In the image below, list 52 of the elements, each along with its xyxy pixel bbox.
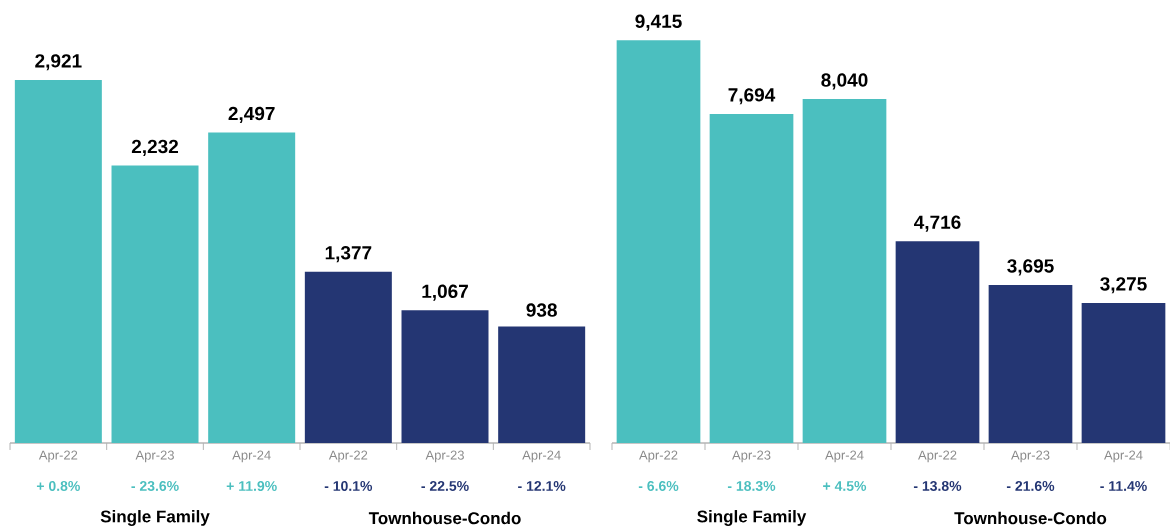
text: + 11.9%: [226, 481, 277, 491]
data-label: 3,275: [1100, 277, 1147, 294]
text: + 0.8%: [36, 481, 80, 491]
data-label: 7,694: [728, 88, 776, 105]
bar: [1081, 302, 1166, 443]
data-label: 3,695: [1007, 259, 1054, 276]
x-tick-label: Apr-23: [1011, 450, 1050, 463]
text: - 21.6%: [1006, 481, 1055, 491]
data-label: 2,232: [131, 139, 179, 156]
text: Single Family: [697, 510, 807, 526]
text: - 22.5%: [421, 481, 469, 491]
bar: [304, 271, 392, 443]
x-tick-label: Apr-23: [135, 450, 174, 463]
bar: [895, 241, 980, 443]
data-label: 4,716: [914, 215, 961, 232]
x-tick-label: Apr-23: [425, 450, 464, 463]
x-tick-label: Apr-24: [825, 450, 864, 463]
data-label: 938: [526, 303, 557, 317]
x-tick-label: Apr-24: [232, 450, 271, 463]
bar: [709, 113, 794, 443]
text: Townhouse-Condo: [954, 511, 1107, 525]
x-tick-label: Apr-24: [1104, 450, 1143, 463]
text: Single Family: [100, 510, 210, 526]
bar: [14, 79, 102, 443]
x-tick-label: Apr-23: [732, 450, 771, 463]
bar: [802, 99, 887, 443]
data-label: 8,040: [821, 73, 868, 90]
data-label: 2,921: [35, 54, 82, 71]
x-tick-label: Apr-22: [918, 450, 957, 463]
bar: [401, 310, 489, 443]
text: - 11.4%: [1100, 481, 1147, 491]
x-tick-label: Apr-22: [328, 450, 368, 463]
bar: [988, 284, 1073, 443]
x-tick-label: Apr-22: [38, 450, 78, 463]
text: - 10.1%: [324, 481, 373, 491]
text: + 4.5%: [823, 481, 867, 491]
bar: [498, 326, 586, 443]
text: - 13.8%: [913, 481, 962, 491]
data-label: 2,497: [228, 106, 275, 124]
text: - 6.6%: [638, 481, 679, 491]
data-label: 9,415: [635, 14, 682, 31]
x-tick-label: Apr-24: [522, 450, 561, 463]
data-label: 1,377: [325, 246, 372, 263]
bar: [616, 40, 701, 443]
text: Townhouse-Condo: [368, 511, 521, 525]
bar: [111, 165, 199, 443]
bar: [208, 132, 296, 443]
x-tick-label: Apr-22: [639, 450, 678, 463]
text: - 18.3%: [727, 481, 776, 491]
data-label: 1,067: [422, 284, 468, 301]
text: - 12.1%: [518, 481, 566, 491]
text: - 23.6%: [131, 481, 179, 491]
